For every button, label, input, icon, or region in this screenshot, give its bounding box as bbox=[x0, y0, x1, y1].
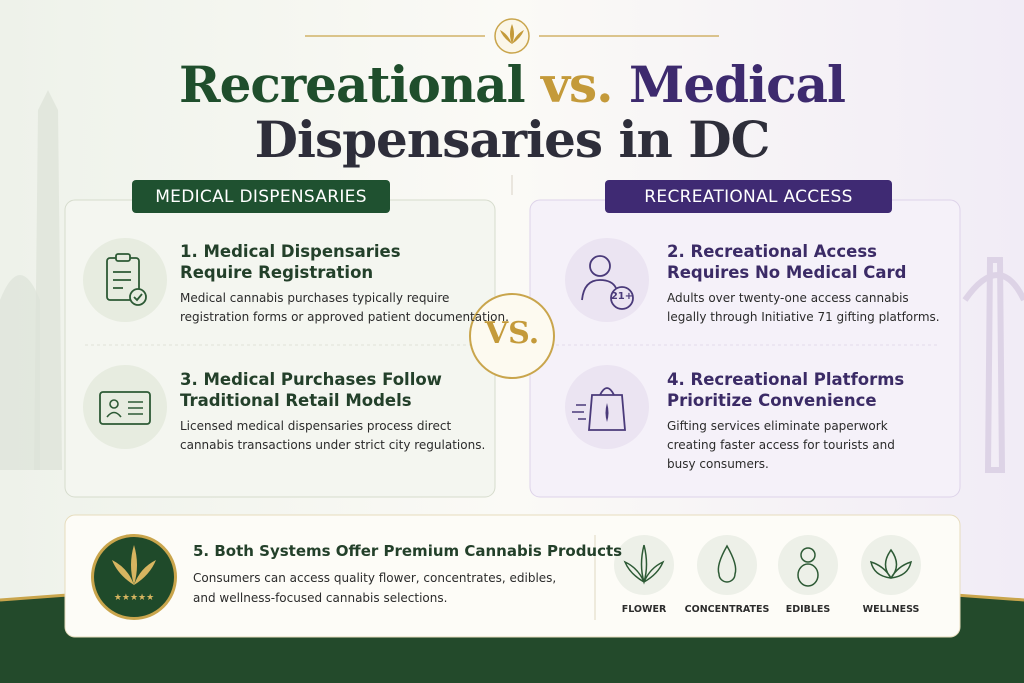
product-label: WELLNESS bbox=[862, 604, 920, 615]
medical-header: MEDICAL DISPENSARIES bbox=[132, 180, 390, 213]
item-body: Licensed medical dispensaries process di… bbox=[180, 417, 485, 455]
item-body-line: Licensed medical dispensaries process di… bbox=[180, 419, 452, 433]
item-heading-line: 4. Recreational Platforms bbox=[667, 370, 905, 389]
item-heading: 2. Recreational Access Requires No Medica… bbox=[667, 241, 906, 283]
item-heading-line: Require Registration bbox=[180, 263, 374, 282]
item-heading-line: Prioritize Convenience bbox=[667, 391, 877, 410]
item-heading-line: 1. Medical Dispensaries bbox=[180, 242, 401, 261]
title-word: vs. bbox=[540, 55, 614, 114]
product-label: CONCENTRATES bbox=[684, 604, 770, 615]
title-word: Recreational bbox=[179, 55, 526, 114]
age-badge: 21+ bbox=[610, 291, 634, 302]
both-body: Consumers can access quality flower, con… bbox=[193, 568, 556, 608]
item-body-line: creating faster access for tourists and bbox=[667, 438, 895, 452]
recreational-header: RECREATIONAL ACCESS bbox=[605, 180, 892, 213]
both-body-line: Consumers can access quality flower, con… bbox=[193, 571, 557, 585]
item-heading: 1. Medical Dispensaries Require Registrat… bbox=[180, 241, 401, 283]
item-body: Medical cannabis purchases typically req… bbox=[180, 289, 509, 327]
item-body-line: legally through Initiative 71 gifting pl… bbox=[667, 310, 940, 324]
item-heading-line: Traditional Retail Models bbox=[180, 391, 412, 410]
item-body: Adults over twenty-one access cannabis le… bbox=[667, 289, 940, 327]
item-heading: 3. Medical Purchases Follow Traditional R… bbox=[180, 369, 442, 411]
product-label: EDIBLES bbox=[785, 604, 831, 615]
svg-text:★★★★★: ★★★★★ bbox=[114, 593, 154, 603]
item-body-line: busy consumers. bbox=[667, 457, 769, 471]
item-body-line: registration forms or approved patient d… bbox=[180, 310, 509, 324]
title-line-1: Recreational vs. Medical bbox=[0, 55, 1024, 114]
item-body-line: cannabis transactions under strict city … bbox=[180, 438, 486, 452]
product-label: FLOWER bbox=[621, 604, 667, 615]
item-heading-line: 3. Medical Purchases Follow bbox=[180, 370, 442, 389]
item-body-line: Medical cannabis purchases typically req… bbox=[180, 291, 450, 305]
item-body-line: Adults over twenty-one access cannabis bbox=[667, 291, 909, 305]
item-heading-line: 2. Recreational Access bbox=[667, 242, 877, 261]
item-body: Gifting services eliminate paperwork crea… bbox=[667, 417, 895, 474]
item-heading: 4. Recreational Platforms Prioritize Conv… bbox=[667, 369, 904, 411]
title-line-2: Dispensaries in DC bbox=[254, 110, 771, 169]
item-body-line: Gifting services eliminate paperwork bbox=[667, 419, 888, 433]
vs-label: VS. bbox=[484, 316, 540, 351]
both-heading: 5. Both Systems Offer Premium Cannabis P… bbox=[193, 542, 623, 560]
both-body-line: and wellness-focused cannabis selections… bbox=[193, 591, 448, 605]
title-word: Medical bbox=[629, 55, 846, 114]
item-heading-line: Requires No Medical Card bbox=[667, 263, 907, 282]
